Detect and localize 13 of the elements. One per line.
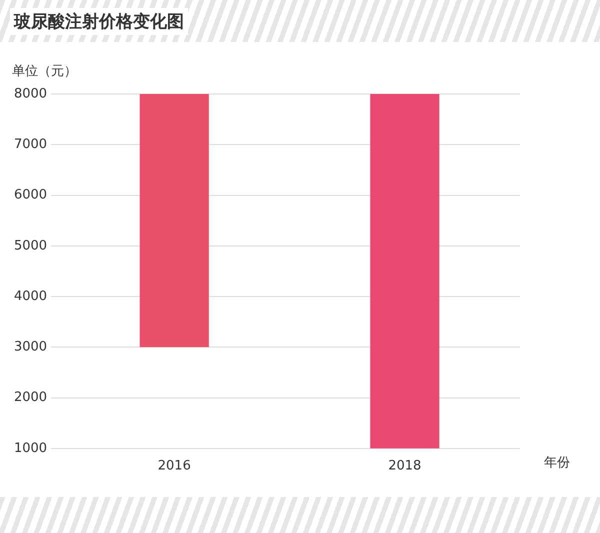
y-axis-title: 单位（元） <box>12 64 77 79</box>
y-tick-label: 5000 <box>14 238 48 254</box>
y-tick-label: 8000 <box>14 86 48 102</box>
y-tick-label: 4000 <box>14 288 48 304</box>
y-tick-label: 6000 <box>14 188 48 203</box>
y-tick-label: 7000 <box>14 137 48 152</box>
y-tick-label: 3000 <box>14 340 48 355</box>
y-tick-label: 1000 <box>14 440 48 456</box>
x-tick-label: 2016 <box>158 458 191 474</box>
chart-title: 玻尿酸注射价格变化图 <box>10 8 188 35</box>
x-tick-label: 2018 <box>388 458 422 474</box>
y-tick-label: 2000 <box>14 390 48 406</box>
x-axis-title: 年份 <box>544 455 570 470</box>
